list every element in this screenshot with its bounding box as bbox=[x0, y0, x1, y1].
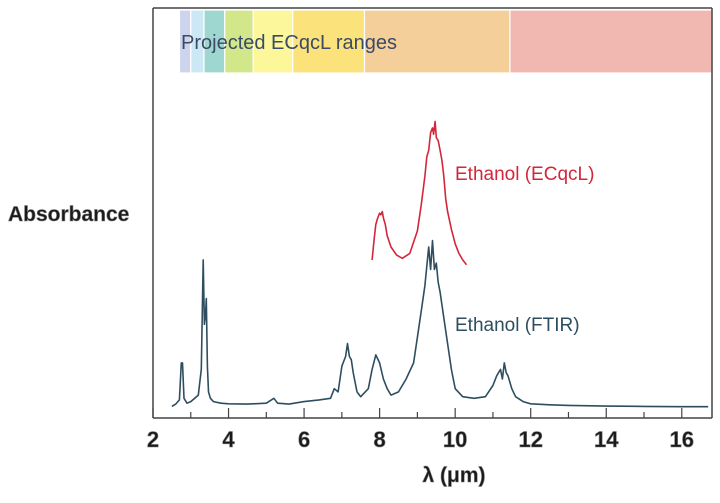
band-segment-4 bbox=[252, 9, 294, 74]
x-tick-label-2: 2 bbox=[147, 427, 159, 452]
series-labels: Ethanol (ECqcL) Ethanol (FTIR) bbox=[455, 164, 594, 336]
series-line-1 bbox=[171, 239, 709, 408]
band-segment-7 bbox=[509, 9, 713, 74]
projected-ranges-label: Projected ECqcL ranges bbox=[181, 32, 397, 54]
series-layer bbox=[171, 120, 709, 408]
x-tick-label-6: 6 bbox=[298, 427, 310, 452]
band-segment-5 bbox=[292, 9, 366, 74]
x-tick-label-8: 8 bbox=[373, 427, 385, 452]
x-tick-label-10: 10 bbox=[443, 427, 467, 452]
axes bbox=[152, 7, 713, 419]
x-tick-label-14: 14 bbox=[594, 427, 619, 452]
x-tick-label-16: 16 bbox=[670, 427, 694, 452]
x-ticks: 2 4 6 8 10 12 14 16 bbox=[147, 408, 694, 452]
series-label-1: Ethanol (FTIR) bbox=[455, 315, 580, 336]
x-axis-title: λ (μm) bbox=[422, 464, 485, 487]
y-axis-title: Absorbance bbox=[8, 203, 129, 226]
series-line-0 bbox=[371, 120, 468, 266]
band-segment-6 bbox=[363, 9, 511, 74]
series-label-0: Ethanol (ECqcL) bbox=[455, 164, 594, 185]
projected-ranges-bands bbox=[178, 9, 713, 74]
x-tick-label-12: 12 bbox=[518, 427, 542, 452]
x-tick-label-4: 4 bbox=[222, 427, 235, 452]
